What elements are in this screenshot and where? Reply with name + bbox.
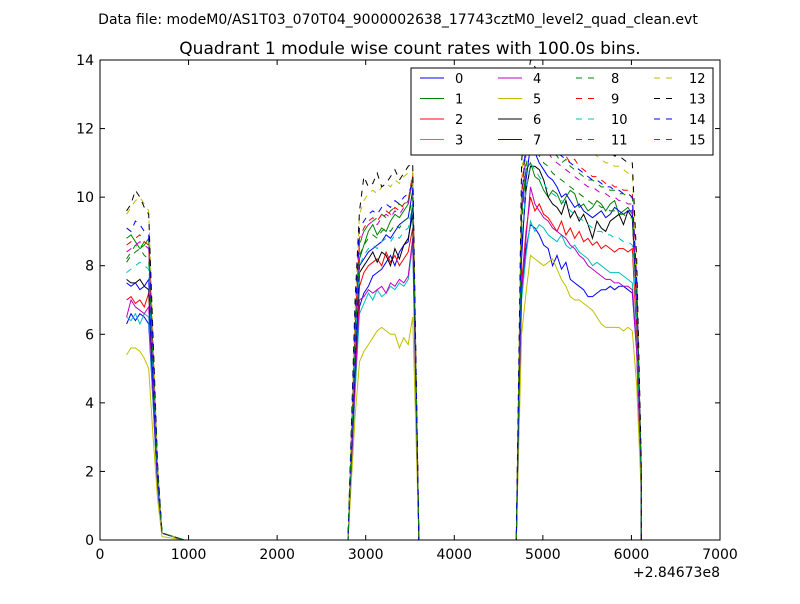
y-tick-label: 6	[85, 327, 94, 343]
x-axis-offset-label: +2.84673e8	[633, 565, 720, 581]
x-axis: 0 1000 2000 3000 4000 5000 6000 7000	[96, 60, 738, 563]
series-layer	[126, 60, 642, 540]
y-tick-label: 10	[76, 190, 94, 206]
series-line-8	[126, 120, 642, 540]
series-line-10	[126, 161, 642, 540]
x-tick-label: 1000	[171, 547, 207, 563]
legend-label-12: 12	[689, 72, 706, 87]
legend-label-2: 2	[455, 113, 463, 128]
series-line-3	[126, 219, 642, 540]
legend-label-10: 10	[611, 113, 628, 128]
y-tick-label: 14	[76, 53, 94, 69]
y-tick-label: 0	[85, 533, 94, 549]
series-line-7	[126, 144, 642, 540]
series-line-6	[126, 165, 642, 540]
chart-title: Quadrant 1 module wise count rates with …	[179, 39, 640, 59]
y-tick-label: 12	[76, 122, 94, 138]
series-line-2	[126, 196, 642, 540]
series-line-0	[126, 203, 642, 540]
x-tick-label: 3000	[348, 547, 384, 563]
series-line-11	[126, 127, 642, 540]
legend-label-0: 0	[455, 72, 463, 87]
x-tick-label: 0	[96, 547, 105, 563]
plot-frame	[99, 59, 721, 541]
series-line-9	[126, 99, 642, 540]
legend-label-1: 1	[455, 93, 463, 108]
y-tick-label: 8	[85, 259, 94, 275]
y-tick-label: 2	[85, 464, 94, 480]
x-tick-label: 2000	[259, 547, 295, 563]
legend-label-14: 14	[689, 113, 706, 128]
legend-label-9: 9	[611, 93, 619, 108]
legend-label-11: 11	[611, 134, 628, 149]
legend-label-5: 5	[533, 93, 541, 108]
series-line-4	[126, 186, 642, 540]
legend-label-7: 7	[533, 134, 541, 149]
series-line-12	[126, 75, 642, 540]
legend-label-6: 6	[533, 113, 541, 128]
legend-label-3: 3	[455, 134, 463, 149]
x-tick-label: 6000	[614, 547, 650, 563]
series-line-14	[126, 113, 642, 540]
data-file-label: Data file: modeM0/AS1T03_070T04_90000026…	[98, 12, 698, 28]
legend-label-13: 13	[689, 93, 706, 108]
x-tick-label: 7000	[702, 547, 738, 563]
series-line-1	[126, 161, 642, 540]
legend-label-8: 8	[611, 72, 619, 87]
series-line-5	[126, 254, 642, 540]
legend-label-4: 4	[533, 72, 541, 87]
legend-label-15: 15	[689, 134, 706, 149]
x-tick-label: 5000	[525, 547, 561, 563]
x-tick-label: 4000	[436, 547, 472, 563]
y-tick-label: 4	[85, 396, 94, 412]
legend-box	[410, 67, 714, 156]
